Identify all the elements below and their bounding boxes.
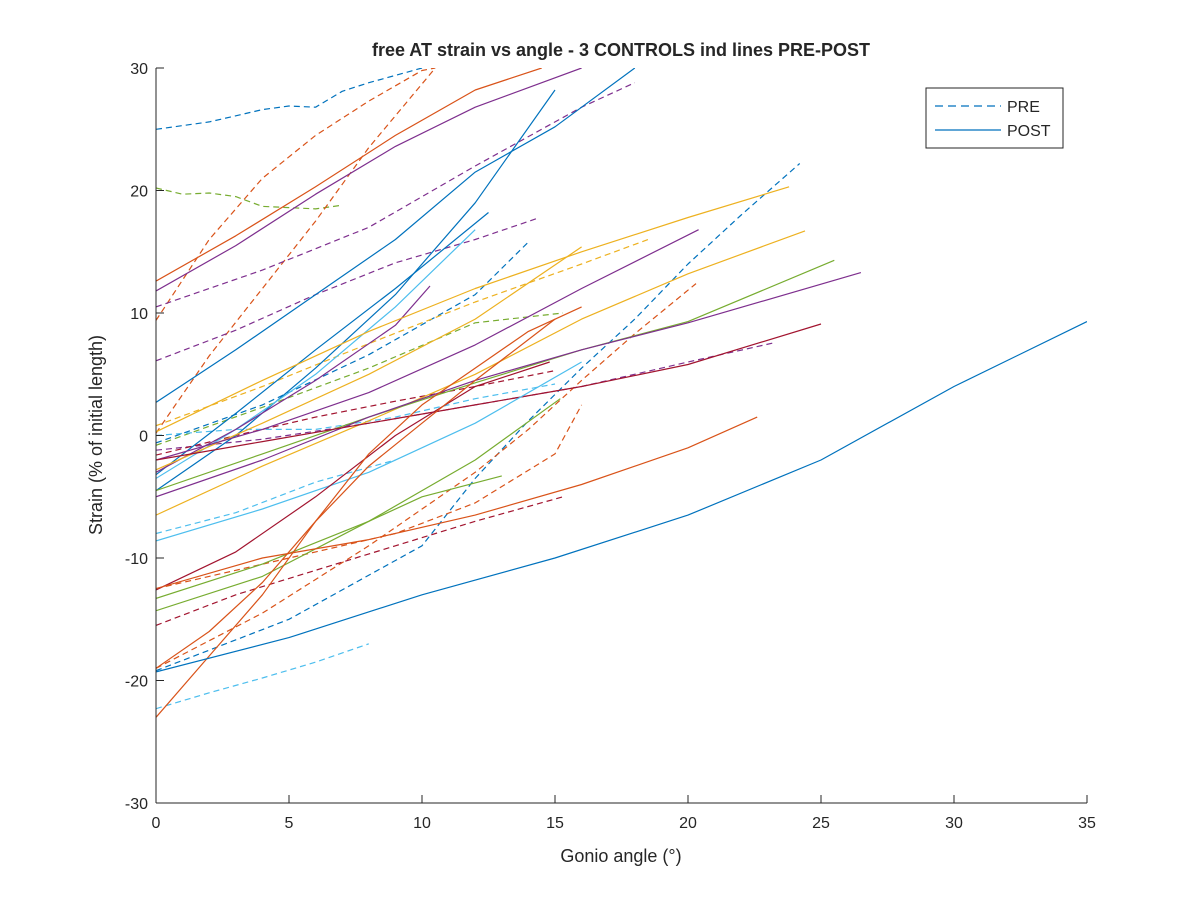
legend-box <box>925 87 1064 149</box>
series-line-post-20 <box>156 68 636 403</box>
series-line-post-26 <box>156 246 582 471</box>
series-line-pre-0 <box>156 68 423 130</box>
series-line-post-29 <box>156 259 835 492</box>
series-line-post-25 <box>156 186 790 433</box>
legend-label-pre: PRE <box>1007 99 1040 116</box>
series-line-pre-3 <box>156 68 436 434</box>
x-tick-label: 30 <box>945 815 963 832</box>
x-tick-label: 20 <box>679 815 697 832</box>
series-line-post-22 <box>156 212 489 476</box>
series-layer <box>156 68 1087 718</box>
series-line-post-36 <box>156 318 556 669</box>
series-line-pre-16 <box>156 496 564 626</box>
x-tick-label: 10 <box>413 815 431 832</box>
series-line-pre-13 <box>156 383 556 437</box>
series-line-post-31 <box>156 323 822 461</box>
chart-title: free AT strain vs angle - 3 CONTROLS ind… <box>372 40 870 60</box>
series-line-pre-10 <box>156 459 396 535</box>
y-tick-label: 20 <box>130 184 148 201</box>
series-line-post-38 <box>156 416 758 590</box>
legend: PRE POST <box>925 87 1064 149</box>
y-tick-label: 30 <box>130 61 148 78</box>
x-axis: 0 5 10 15 20 25 30 35 <box>152 795 1096 832</box>
x-tick-label: 0 <box>152 815 161 832</box>
series-line-post-28 <box>156 229 699 461</box>
y-tick-label: -20 <box>125 674 148 691</box>
series-line-post-21 <box>156 89 556 492</box>
y-axis: -30 -20 -10 0 10 20 30 <box>125 61 164 813</box>
series-line-post-19 <box>156 68 582 292</box>
legend-label-post: POST <box>1007 123 1051 140</box>
x-tick-label: 25 <box>812 815 830 832</box>
series-line-pre-6 <box>156 241 529 444</box>
series-line-post-24 <box>156 285 431 473</box>
series-line-post-34 <box>156 475 502 599</box>
series-line-post-39 <box>156 321 1087 673</box>
series-line-pre-14 <box>156 283 697 669</box>
y-tick-label: 0 <box>139 429 148 446</box>
series-line-pre-12 <box>156 370 556 456</box>
series-line-post-18 <box>156 68 542 282</box>
series-line-pre-1 <box>156 187 343 210</box>
series-line-post-27 <box>156 230 806 516</box>
series-line-post-37 <box>156 306 582 718</box>
y-axis-label: Strain (% of initial length) <box>86 335 106 535</box>
series-line-post-23 <box>156 229 476 479</box>
y-tick-label: -10 <box>125 551 148 568</box>
series-line-post-32 <box>156 361 582 542</box>
series-line-pre-8 <box>156 238 649 427</box>
series-line-post-35 <box>156 361 550 591</box>
y-tick-label: 10 <box>130 306 148 323</box>
x-axis-label: Gonio angle (°) <box>560 846 681 866</box>
series-line-pre-4 <box>156 82 636 308</box>
series-line-pre-5 <box>156 218 537 362</box>
x-tick-label: 15 <box>546 815 564 832</box>
y-tick-label: -30 <box>125 796 148 813</box>
axes-background <box>156 68 1087 803</box>
series-line-pre-2 <box>156 68 436 321</box>
series-line-pre-17 <box>156 643 369 710</box>
x-tick-label: 5 <box>285 815 294 832</box>
x-tick-label: 35 <box>1078 815 1096 832</box>
